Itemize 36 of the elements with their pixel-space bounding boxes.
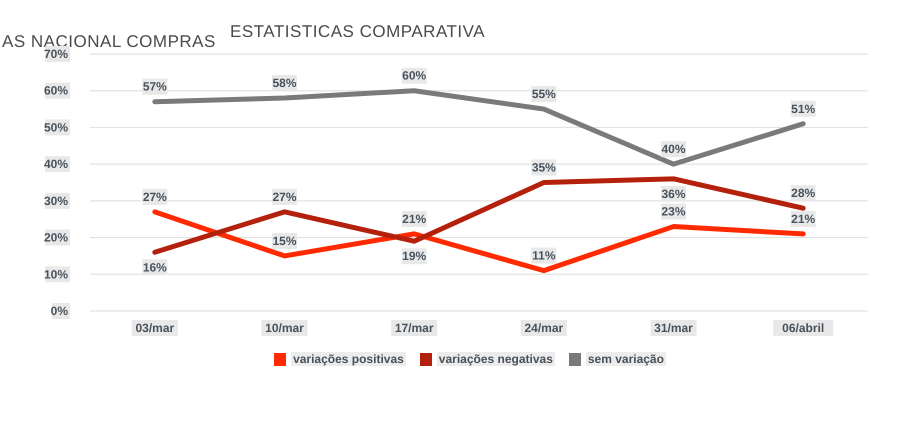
x-tick-label: 24/mar <box>524 321 564 335</box>
data-label: 11% <box>532 248 556 263</box>
y-tick-label: 0% <box>50 304 68 318</box>
data-label: 36% <box>661 186 686 201</box>
data-label: 55% <box>532 87 556 102</box>
data-label: 15% <box>272 234 297 248</box>
data-label: 60% <box>402 68 426 83</box>
legend-label: variações positivas <box>291 352 406 366</box>
legend-label: sem variação <box>586 352 666 366</box>
data-label: 23% <box>661 204 686 219</box>
data-label: 28% <box>791 186 816 200</box>
data-label: 21% <box>402 212 426 226</box>
x-tick-label: 06/abril <box>782 321 824 335</box>
x-tick-label: 03/mar <box>135 321 175 335</box>
y-tick-label: 50% <box>44 120 68 134</box>
chart-title: ESTATISTICAS COMPARATIVA <box>230 22 486 42</box>
y-tick-label: 70% <box>44 47 68 61</box>
data-label: 16% <box>142 260 168 274</box>
y-tick-label: 20% <box>44 230 68 245</box>
x-tick-label: 31/mar <box>654 321 694 335</box>
y-tick-label: 40% <box>44 157 68 172</box>
data-label: 27% <box>142 190 168 204</box>
x-tick-label: 17/mar <box>394 321 434 335</box>
x-tick-label: 10/mar <box>265 321 304 335</box>
data-label: 27% <box>272 190 297 204</box>
y-tick-label: 10% <box>44 267 68 282</box>
data-label: 21% <box>791 212 816 226</box>
y-tick-label: 30% <box>44 194 68 208</box>
data-label: 58% <box>272 76 297 90</box>
data-label: 19% <box>402 249 426 264</box>
y-tick-label: 60% <box>44 84 68 98</box>
data-label: 57% <box>142 80 168 94</box>
legend-label: variações negativas <box>436 352 555 366</box>
data-label: 40% <box>661 142 686 156</box>
data-label: 51% <box>791 102 816 116</box>
data-label: 35% <box>532 160 556 174</box>
